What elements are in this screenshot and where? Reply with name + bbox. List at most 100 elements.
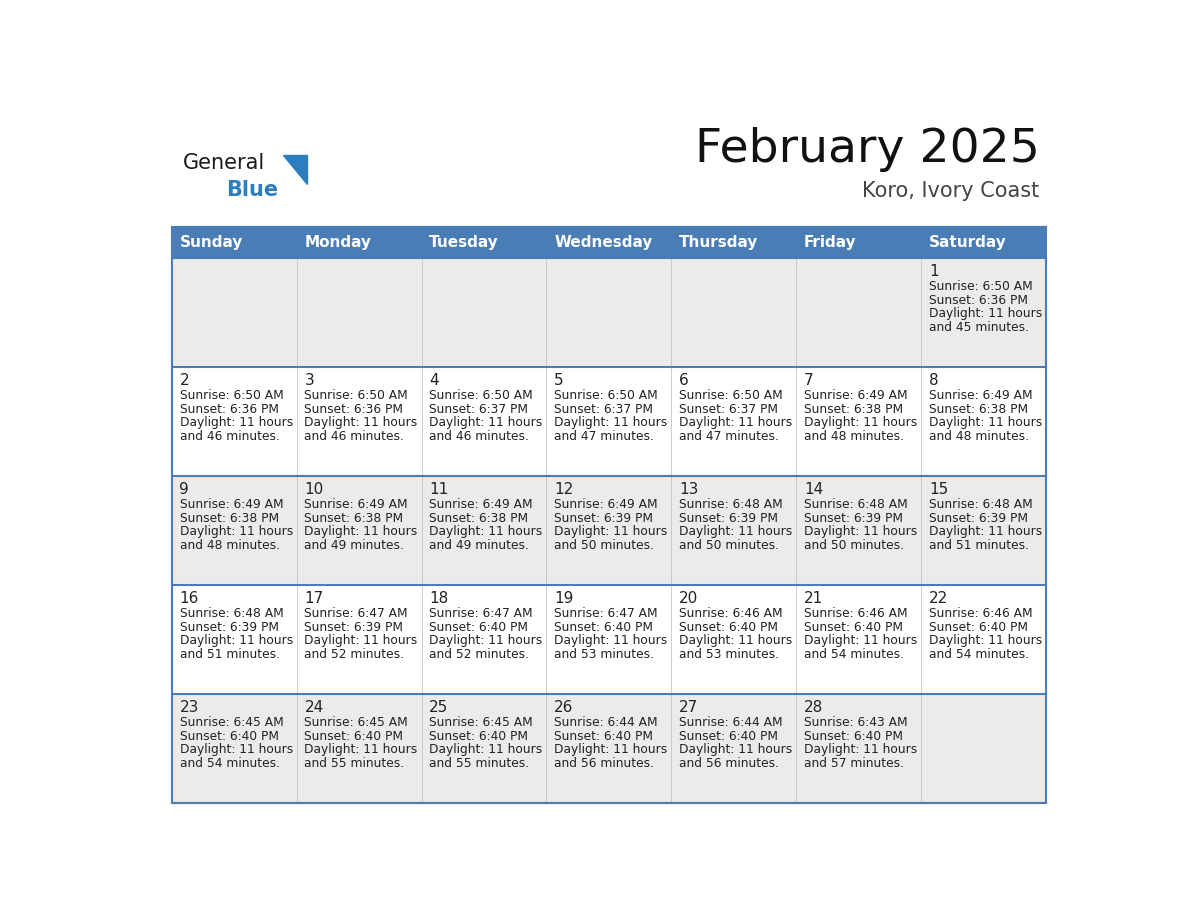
Text: and 48 minutes.: and 48 minutes. <box>179 539 279 552</box>
Text: Sunrise: 6:49 AM: Sunrise: 6:49 AM <box>304 498 407 511</box>
Text: Sunset: 6:39 PM: Sunset: 6:39 PM <box>929 512 1028 525</box>
Text: Daylight: 11 hours: Daylight: 11 hours <box>929 308 1042 320</box>
Text: Sunrise: 6:49 AM: Sunrise: 6:49 AM <box>429 498 533 511</box>
Text: February 2025: February 2025 <box>695 127 1040 172</box>
Text: 23: 23 <box>179 700 198 715</box>
Text: Daylight: 11 hours: Daylight: 11 hours <box>554 634 668 647</box>
Text: Daylight: 11 hours: Daylight: 11 hours <box>680 744 792 756</box>
Text: Sunrise: 6:48 AM: Sunrise: 6:48 AM <box>680 498 783 511</box>
Text: and 55 minutes.: and 55 minutes. <box>304 756 404 770</box>
Text: Sunrise: 6:47 AM: Sunrise: 6:47 AM <box>429 608 533 621</box>
Text: Daylight: 11 hours: Daylight: 11 hours <box>429 744 543 756</box>
Bar <box>172 476 1045 585</box>
Text: Saturday: Saturday <box>929 235 1006 250</box>
Text: Sunset: 6:36 PM: Sunset: 6:36 PM <box>929 294 1028 307</box>
Text: Sunset: 6:36 PM: Sunset: 6:36 PM <box>304 403 404 416</box>
Text: Sunset: 6:40 PM: Sunset: 6:40 PM <box>554 621 653 634</box>
Text: Sunset: 6:40 PM: Sunset: 6:40 PM <box>429 621 529 634</box>
Text: 24: 24 <box>304 700 323 715</box>
Text: and 49 minutes.: and 49 minutes. <box>429 539 529 552</box>
Text: and 52 minutes.: and 52 minutes. <box>304 648 404 661</box>
Text: and 54 minutes.: and 54 minutes. <box>929 648 1029 661</box>
Text: Sunrise: 6:45 AM: Sunrise: 6:45 AM <box>304 716 409 730</box>
Text: 8: 8 <box>929 374 939 388</box>
Text: Wednesday: Wednesday <box>554 235 652 250</box>
Text: Sunset: 6:40 PM: Sunset: 6:40 PM <box>304 730 404 743</box>
Text: Sunset: 6:39 PM: Sunset: 6:39 PM <box>804 512 903 525</box>
Text: Daylight: 11 hours: Daylight: 11 hours <box>304 744 418 756</box>
Text: Sunrise: 6:49 AM: Sunrise: 6:49 AM <box>554 498 658 511</box>
Text: Monday: Monday <box>304 235 372 250</box>
Text: Daylight: 11 hours: Daylight: 11 hours <box>304 416 418 430</box>
Text: Sunrise: 6:50 AM: Sunrise: 6:50 AM <box>429 389 533 402</box>
Text: and 48 minutes.: and 48 minutes. <box>929 430 1029 442</box>
Text: and 47 minutes.: and 47 minutes. <box>554 430 655 442</box>
Text: 1: 1 <box>929 264 939 279</box>
Text: Sunset: 6:38 PM: Sunset: 6:38 PM <box>304 512 404 525</box>
Text: Daylight: 11 hours: Daylight: 11 hours <box>929 416 1042 430</box>
Bar <box>172 227 1045 803</box>
Text: Sunset: 6:37 PM: Sunset: 6:37 PM <box>429 403 529 416</box>
Text: 6: 6 <box>680 374 689 388</box>
Text: and 47 minutes.: and 47 minutes. <box>680 430 779 442</box>
Text: Daylight: 11 hours: Daylight: 11 hours <box>554 416 668 430</box>
Text: and 53 minutes.: and 53 minutes. <box>680 648 779 661</box>
Text: Daylight: 11 hours: Daylight: 11 hours <box>804 744 917 756</box>
Text: 2: 2 <box>179 374 189 388</box>
Text: Sunrise: 6:50 AM: Sunrise: 6:50 AM <box>304 389 409 402</box>
Text: and 56 minutes.: and 56 minutes. <box>680 756 779 770</box>
Text: Sunrise: 6:49 AM: Sunrise: 6:49 AM <box>804 389 908 402</box>
Text: and 46 minutes.: and 46 minutes. <box>429 430 529 442</box>
Text: Sunset: 6:38 PM: Sunset: 6:38 PM <box>804 403 903 416</box>
Text: and 51 minutes.: and 51 minutes. <box>179 648 279 661</box>
Text: Sunrise: 6:44 AM: Sunrise: 6:44 AM <box>680 716 783 730</box>
Text: 9: 9 <box>179 482 189 498</box>
Text: Sunrise: 6:47 AM: Sunrise: 6:47 AM <box>554 608 658 621</box>
Text: 11: 11 <box>429 482 449 498</box>
Text: Friday: Friday <box>804 235 857 250</box>
Text: 22: 22 <box>929 591 948 606</box>
Text: 5: 5 <box>554 374 564 388</box>
Text: and 52 minutes.: and 52 minutes. <box>429 648 530 661</box>
Text: Daylight: 11 hours: Daylight: 11 hours <box>429 525 543 538</box>
Text: Sunset: 6:40 PM: Sunset: 6:40 PM <box>680 621 778 634</box>
Text: and 55 minutes.: and 55 minutes. <box>429 756 530 770</box>
Text: Sunrise: 6:49 AM: Sunrise: 6:49 AM <box>929 389 1032 402</box>
Text: and 50 minutes.: and 50 minutes. <box>554 539 655 552</box>
Text: 25: 25 <box>429 700 449 715</box>
Text: Daylight: 11 hours: Daylight: 11 hours <box>804 634 917 647</box>
Text: 7: 7 <box>804 374 814 388</box>
Text: Sunrise: 6:48 AM: Sunrise: 6:48 AM <box>179 608 283 621</box>
Text: Sunset: 6:40 PM: Sunset: 6:40 PM <box>179 730 278 743</box>
Text: Daylight: 11 hours: Daylight: 11 hours <box>179 525 292 538</box>
Text: 4: 4 <box>429 374 438 388</box>
Text: Blue: Blue <box>226 180 278 200</box>
Text: Daylight: 11 hours: Daylight: 11 hours <box>804 525 917 538</box>
Text: Sunrise: 6:50 AM: Sunrise: 6:50 AM <box>179 389 283 402</box>
Text: 19: 19 <box>554 591 574 606</box>
Text: and 56 minutes.: and 56 minutes. <box>554 756 655 770</box>
Text: and 54 minutes.: and 54 minutes. <box>804 648 904 661</box>
Text: 20: 20 <box>680 591 699 606</box>
Bar <box>172 585 1045 694</box>
Text: Sunset: 6:40 PM: Sunset: 6:40 PM <box>680 730 778 743</box>
Text: 26: 26 <box>554 700 574 715</box>
Text: and 45 minutes.: and 45 minutes. <box>929 320 1029 334</box>
Text: and 50 minutes.: and 50 minutes. <box>804 539 904 552</box>
Text: Daylight: 11 hours: Daylight: 11 hours <box>680 634 792 647</box>
Text: Sunset: 6:38 PM: Sunset: 6:38 PM <box>179 512 279 525</box>
Text: and 54 minutes.: and 54 minutes. <box>179 756 279 770</box>
Polygon shape <box>283 155 308 185</box>
Text: Sunrise: 6:45 AM: Sunrise: 6:45 AM <box>179 716 283 730</box>
Text: Daylight: 11 hours: Daylight: 11 hours <box>304 634 418 647</box>
Text: and 46 minutes.: and 46 minutes. <box>179 430 279 442</box>
Text: Sunrise: 6:45 AM: Sunrise: 6:45 AM <box>429 716 533 730</box>
Text: Daylight: 11 hours: Daylight: 11 hours <box>929 525 1042 538</box>
Text: Sunset: 6:38 PM: Sunset: 6:38 PM <box>929 403 1028 416</box>
Text: 27: 27 <box>680 700 699 715</box>
Text: and 48 minutes.: and 48 minutes. <box>804 430 904 442</box>
Text: and 46 minutes.: and 46 minutes. <box>304 430 404 442</box>
Text: Daylight: 11 hours: Daylight: 11 hours <box>554 525 668 538</box>
Text: Sunrise: 6:50 AM: Sunrise: 6:50 AM <box>554 389 658 402</box>
Text: Sunrise: 6:46 AM: Sunrise: 6:46 AM <box>804 608 908 621</box>
